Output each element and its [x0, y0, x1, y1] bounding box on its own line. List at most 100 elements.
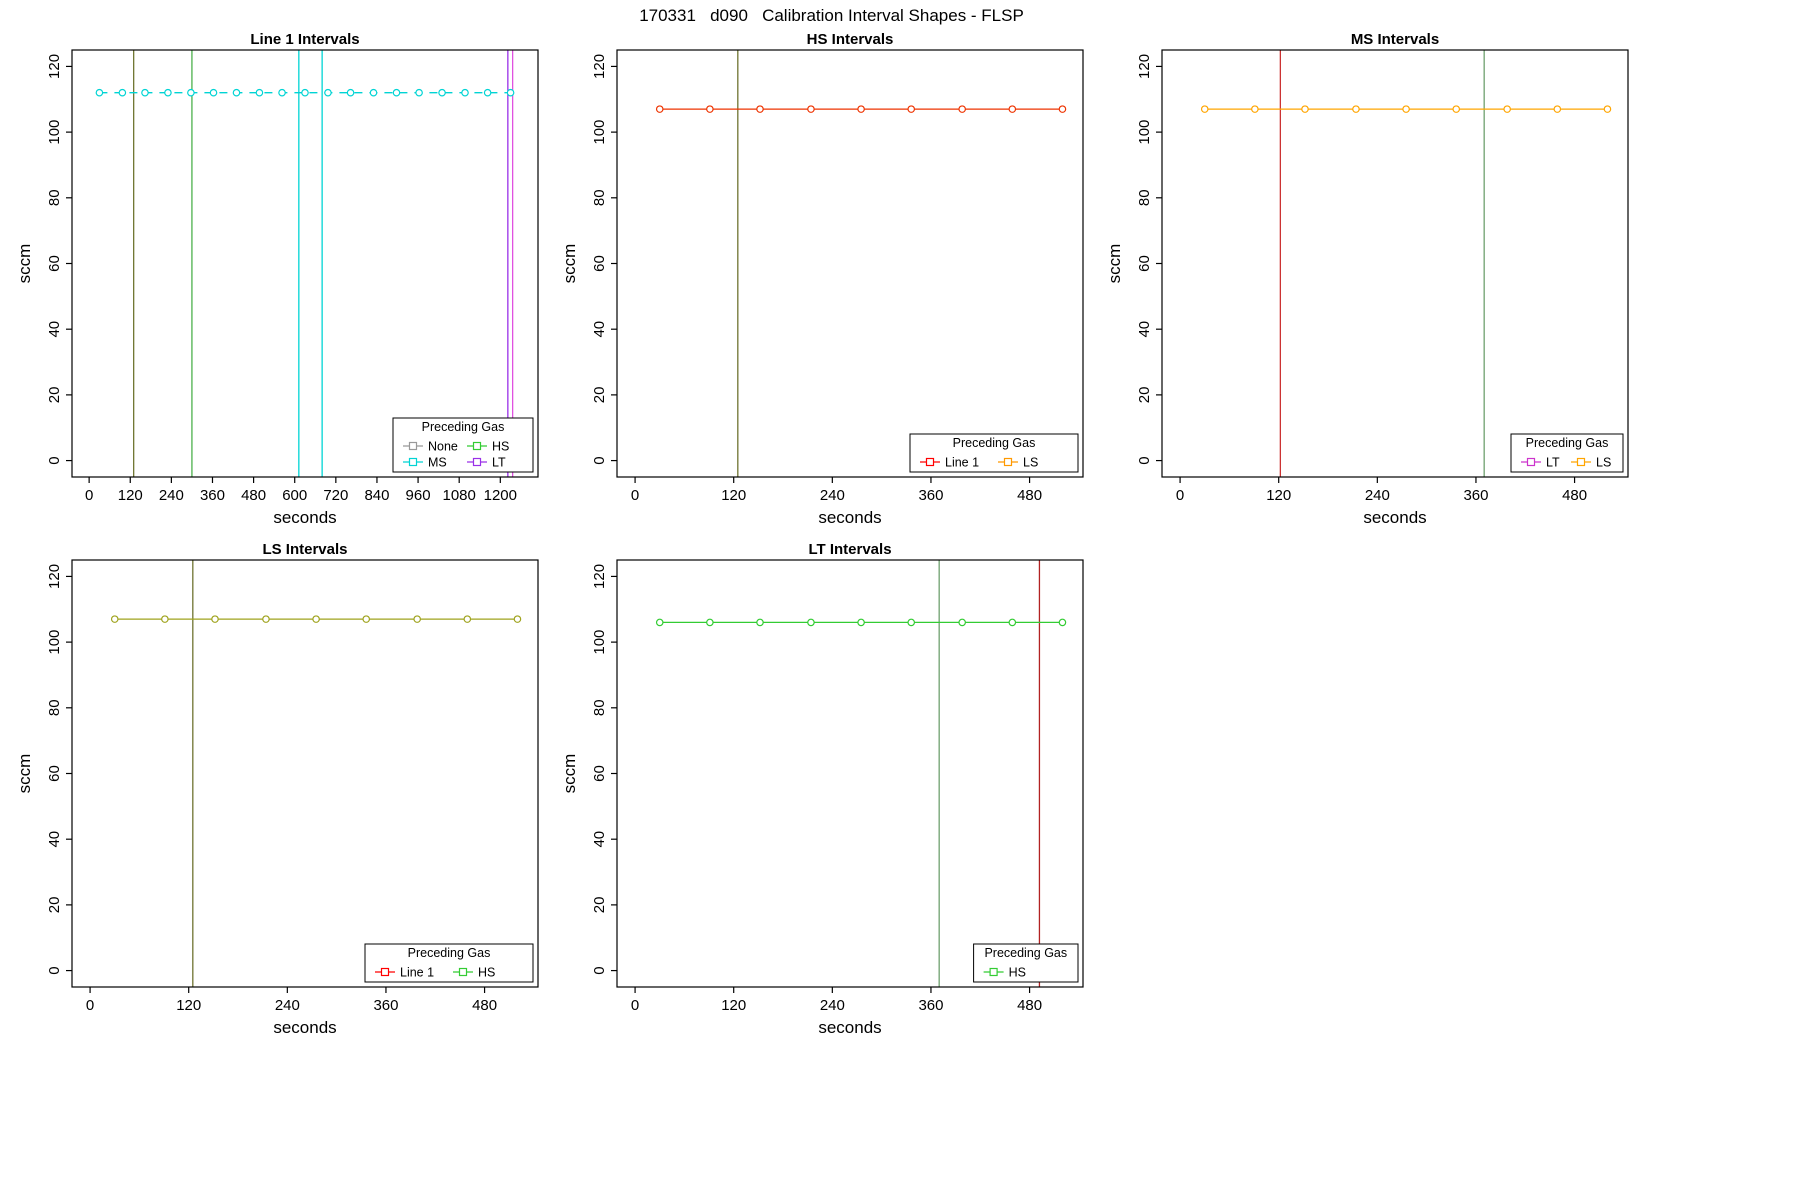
y-tick-label: 40 [591, 831, 608, 848]
data-point [1402, 105, 1410, 113]
legend-label: LS [1596, 456, 1611, 470]
y-tick-label: 120 [591, 564, 608, 589]
y-tick-label: 60 [591, 255, 608, 272]
legend-label: LS [1023, 456, 1038, 470]
data-point [392, 88, 401, 97]
data-point [413, 615, 421, 623]
data-point [1008, 618, 1017, 627]
chart-lt-intervals: 0 120 240 360 480 seconds 0 20 40 60 80 100 120 sccm L… [560, 541, 1084, 1037]
legend-label: Line 1 [945, 456, 979, 470]
chart-title: HS Intervals [807, 31, 894, 48]
data-point [907, 618, 916, 627]
x-axis: 0 120 240 360 480 seconds [1176, 477, 1587, 527]
data-point [1251, 105, 1259, 113]
legend-title: Preceding Gas [984, 946, 1067, 960]
y-tick-label: 60 [1136, 255, 1153, 272]
y-axis-label: sccm [15, 754, 34, 794]
data-point [438, 88, 446, 97]
empty-cell [1104, 540, 1649, 1050]
x-axis-label: seconds [273, 1018, 336, 1037]
y-tick-label: 120 [46, 564, 63, 589]
data-point [110, 615, 119, 623]
x-tick-label: 0 [85, 487, 93, 504]
data-point [161, 615, 169, 623]
data-point [655, 618, 664, 627]
data-point [463, 615, 472, 623]
x-tick-label: 240 [1365, 487, 1390, 504]
data-point [324, 88, 332, 97]
x-tick-label: 480 [1017, 997, 1042, 1014]
data-point [1553, 105, 1562, 113]
x-tick-label: 0 [631, 487, 639, 504]
legend-label: MS [428, 456, 447, 470]
y-tick-label: 40 [1136, 321, 1153, 338]
y-tick-label: 60 [46, 765, 63, 782]
chart-title: LT Intervals [808, 541, 891, 558]
legend-key-square [408, 457, 418, 467]
legend-key-square [1526, 457, 1536, 467]
x-tick-label: 360 [373, 997, 398, 1014]
x-axis: 0 120 240 360 480 seconds [86, 987, 497, 1037]
reference-lines [133, 50, 514, 477]
legend-key-square [989, 967, 998, 977]
y-tick-label: 0 [591, 966, 608, 974]
data-point [958, 618, 966, 627]
legend-label: HS [492, 440, 509, 454]
y-tick-label: 100 [46, 630, 63, 655]
legend-label: HS [1009, 966, 1026, 980]
x-tick-label: 120 [176, 997, 201, 1014]
data-point [1503, 105, 1511, 113]
x-axis-label: seconds [818, 508, 881, 527]
x-tick-label: 960 [406, 487, 431, 504]
y-tick-label: 80 [591, 699, 608, 716]
plot-box [71, 49, 539, 478]
y-tick-label: 20 [591, 387, 608, 404]
y-tick-label: 40 [46, 321, 63, 338]
legend-label: LT [1546, 456, 1560, 470]
legend: Preceding Gas HS [973, 943, 1079, 983]
x-tick-label: 840 [364, 487, 389, 504]
data-point [807, 618, 815, 627]
x-axis-label: seconds [273, 508, 336, 527]
reference-lines [1279, 50, 1485, 477]
data-point [301, 88, 309, 97]
data-point [483, 88, 492, 97]
legend-title: Preceding Gas [953, 436, 1036, 450]
legend: Preceding Gas LT LS [1510, 433, 1624, 473]
data-point [1452, 105, 1461, 113]
legend-key-square [925, 457, 935, 467]
chart-ms-intervals: 0 120 240 360 480 seconds 0 20 40 60 80 100 120 sccm M… [1105, 31, 1629, 527]
data-point [1603, 105, 1612, 113]
data-point [164, 88, 172, 97]
y-axis-label: sccm [560, 754, 579, 794]
data-point [362, 615, 371, 623]
x-tick-label: 240 [820, 487, 845, 504]
y-axis: 0 20 40 60 80 100 120 sccm [560, 54, 617, 465]
data-point [346, 88, 355, 97]
chart-title: Line 1 Intervals [250, 31, 359, 48]
data-point [655, 105, 664, 113]
y-tick-label: 20 [46, 387, 63, 404]
data-point [513, 615, 522, 623]
data-point [706, 618, 714, 627]
chart-ls-intervals: 0 120 240 360 480 seconds 0 20 40 60 80 100 120 sccm L… [15, 541, 539, 1037]
data-point [95, 88, 104, 97]
y-tick-label: 80 [591, 189, 608, 206]
y-tick-label: 20 [46, 897, 63, 914]
data-point [255, 88, 264, 97]
y-axis: 0 20 40 60 80 100 120 sccm [15, 564, 72, 975]
y-tick-label: 40 [46, 831, 63, 848]
x-tick-label: 240 [275, 997, 300, 1014]
data-point [1301, 105, 1309, 113]
legend-title: Preceding Gas [408, 946, 491, 960]
x-tick-label: 0 [1176, 487, 1184, 504]
figure-page: 170331 d090 Calibration Interval Shapes … [15, 6, 1649, 1050]
data-point [187, 88, 195, 97]
y-axis-label: sccm [1105, 244, 1124, 284]
data-point [262, 615, 270, 623]
legend-key-square [472, 441, 482, 451]
legend-label: LT [492, 456, 506, 470]
x-tick-label: 120 [1266, 487, 1291, 504]
series-hs-flow [655, 105, 1067, 113]
y-tick-label: 0 [1136, 456, 1153, 464]
